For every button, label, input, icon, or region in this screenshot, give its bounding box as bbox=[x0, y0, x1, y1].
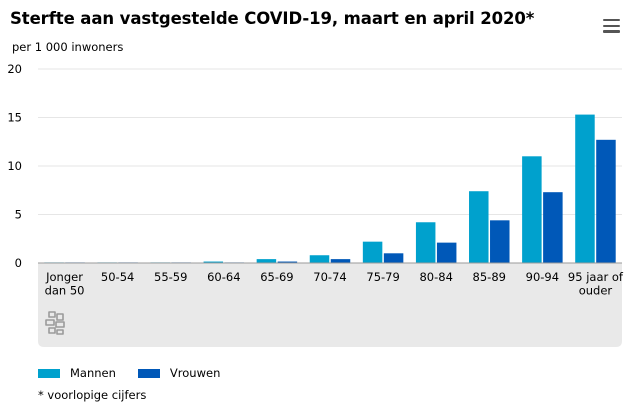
x-tick-label: 90-94 bbox=[526, 270, 559, 284]
footnote: * voorlopige cijfers bbox=[38, 388, 147, 402]
bar-mannen-5[interactable] bbox=[309, 255, 330, 263]
legend-swatch-vrouwen bbox=[137, 368, 160, 378]
logo-segment bbox=[56, 329, 64, 335]
cbs-logo-icon bbox=[45, 311, 65, 335]
logo-segment bbox=[45, 319, 55, 326]
logo-segment bbox=[56, 313, 64, 321]
hamburger-menu-icon[interactable] bbox=[603, 19, 620, 33]
x-tick-label: 70-74 bbox=[313, 270, 346, 284]
bar-vrouwen-10[interactable] bbox=[596, 139, 616, 263]
y-tick-label: 5 bbox=[15, 208, 22, 222]
bar-vrouwen-7[interactable] bbox=[436, 242, 457, 263]
logo-segment bbox=[55, 321, 65, 328]
x-tick-label: 85-89 bbox=[473, 270, 506, 284]
y-tick-label: 15 bbox=[7, 111, 22, 125]
legend-label-vrouwen: Vrouwen bbox=[169, 366, 221, 380]
bar-mannen-8[interactable] bbox=[469, 191, 489, 263]
bar-vrouwen-8[interactable] bbox=[490, 220, 510, 263]
logo-segment bbox=[48, 327, 56, 334]
x-tick-label: 60-64 bbox=[207, 270, 240, 284]
x-tick-label: ouder bbox=[579, 284, 613, 298]
bar-vrouwen-9[interactable] bbox=[543, 192, 563, 263]
x-tick-label: 50-54 bbox=[101, 270, 134, 284]
legend-item-vrouwen[interactable]: Vrouwen bbox=[137, 366, 221, 380]
logo-segment bbox=[48, 311, 56, 318]
menu-line bbox=[603, 24, 620, 27]
x-tick-label: 55-59 bbox=[154, 270, 187, 284]
legend-label-mannen: Mannen bbox=[70, 366, 116, 380]
y-tick-label: 10 bbox=[7, 159, 22, 173]
y-tick-label: 0 bbox=[15, 256, 22, 270]
x-tick-label: 95 jaar of bbox=[568, 270, 624, 284]
legend-item-mannen[interactable]: Mannen bbox=[38, 366, 116, 380]
menu-line bbox=[603, 19, 620, 22]
chart-title: Sterfte aan vastgestelde COVID-19, maart… bbox=[10, 9, 535, 28]
menu-line bbox=[603, 30, 620, 33]
x-tick-label: 75-79 bbox=[366, 270, 399, 284]
x-tick-label: 65-69 bbox=[260, 270, 293, 284]
bar-vrouwen-5[interactable] bbox=[330, 259, 351, 263]
x-tick-label: dan 50 bbox=[45, 284, 85, 298]
bar-mannen-4[interactable] bbox=[256, 259, 277, 263]
legend-swatch-mannen bbox=[38, 368, 60, 378]
bar-mannen-7[interactable] bbox=[415, 222, 436, 263]
x-tick-label: Jonger bbox=[45, 270, 83, 284]
x-tick-label: 80-84 bbox=[419, 270, 452, 284]
category-axis-panel bbox=[38, 263, 622, 347]
bar-mannen-9[interactable] bbox=[522, 156, 542, 263]
legend: Mannen Vrouwen bbox=[38, 366, 242, 380]
bar-mannen-3[interactable] bbox=[203, 261, 224, 263]
bar-mannen-10[interactable] bbox=[575, 114, 595, 263]
bar-mannen-6[interactable] bbox=[362, 241, 383, 263]
bar-vrouwen-6[interactable] bbox=[383, 253, 404, 263]
bar-vrouwen-4[interactable] bbox=[277, 261, 298, 263]
chart-subtitle: per 1 000 inwoners bbox=[12, 40, 124, 54]
y-tick-label: 20 bbox=[7, 62, 22, 76]
